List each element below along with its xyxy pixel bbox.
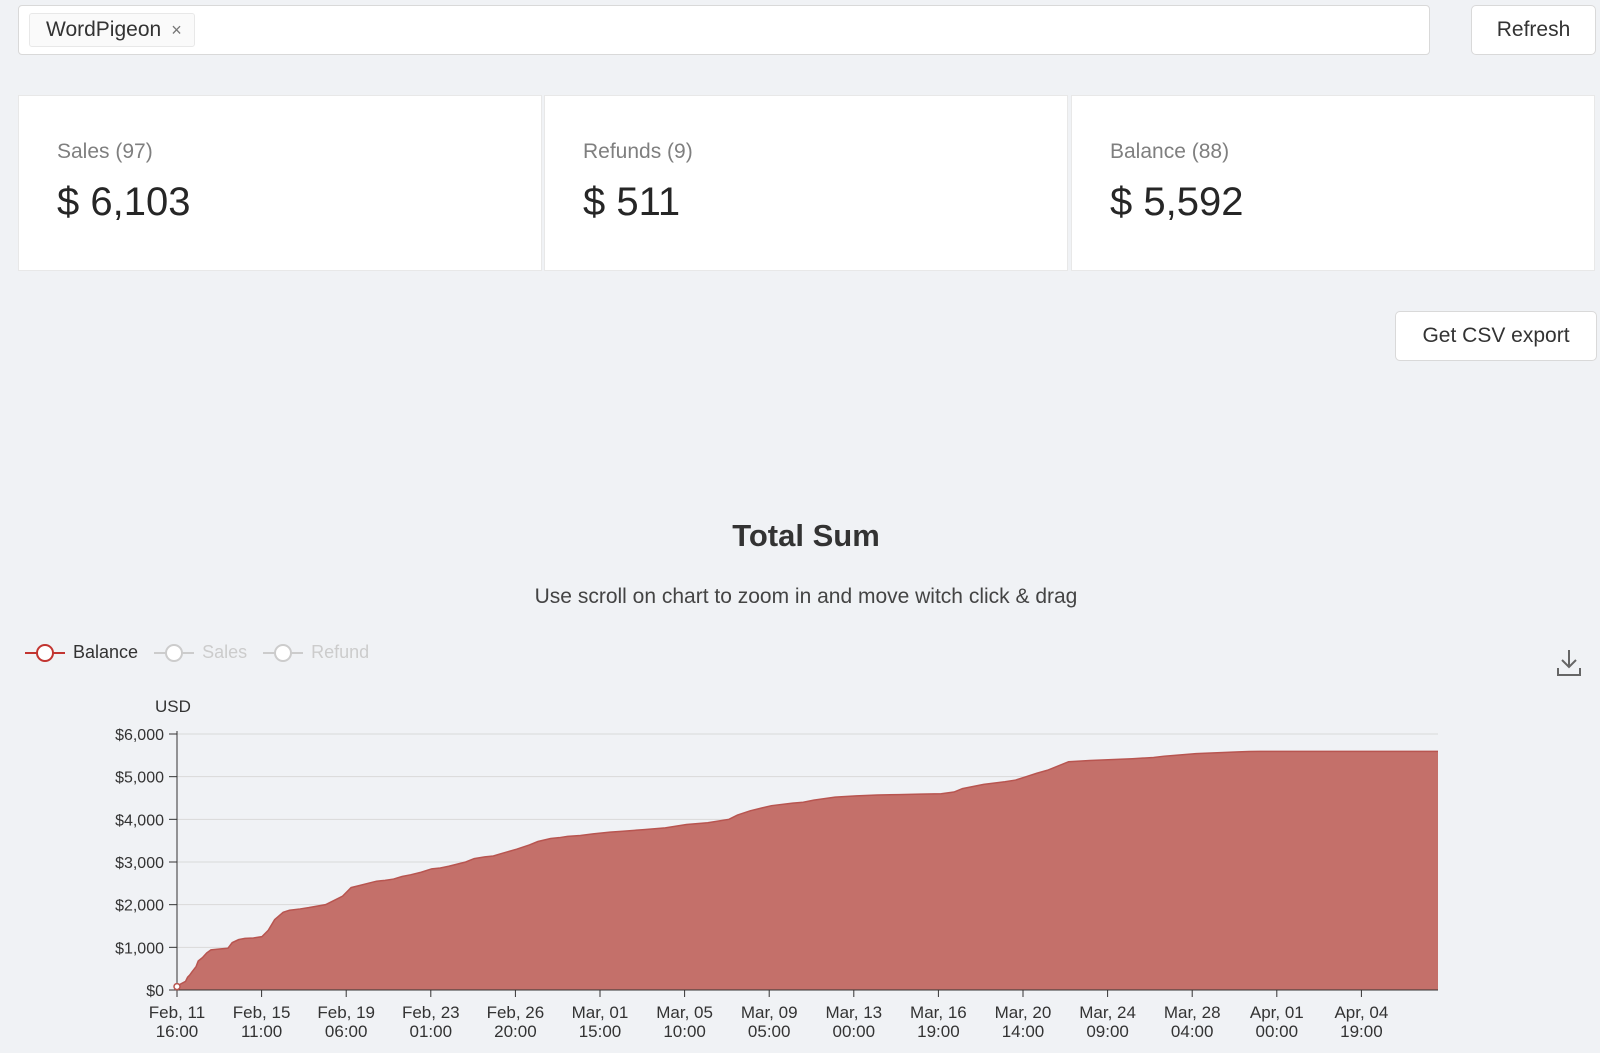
legend-marker-balance bbox=[25, 643, 65, 662]
x-tick-label: 14:00 bbox=[1002, 1022, 1045, 1041]
x-tick-label: Mar, 28 bbox=[1164, 1003, 1221, 1022]
close-icon[interactable]: × bbox=[171, 19, 182, 40]
filter-tag: WordPigeon × bbox=[29, 13, 195, 47]
x-tick-label: 16:00 bbox=[156, 1022, 199, 1041]
x-tick-label: 19:00 bbox=[917, 1022, 960, 1041]
legend-marker-refund bbox=[263, 643, 304, 662]
x-tick-label: Mar, 13 bbox=[825, 1003, 882, 1022]
balance-value: $ 5,592 bbox=[1110, 180, 1244, 224]
x-tick-label: Mar, 20 bbox=[995, 1003, 1052, 1022]
download-icon[interactable] bbox=[1556, 648, 1582, 678]
x-tick-label: Mar, 16 bbox=[910, 1003, 967, 1022]
legend-label-refund: Refund bbox=[311, 642, 370, 662]
x-tick-label: Apr, 04 bbox=[1334, 1003, 1388, 1022]
balance-label: Balance (88) bbox=[1110, 140, 1230, 163]
x-tick-label: 04:00 bbox=[1171, 1022, 1214, 1041]
x-tick-label: 06:00 bbox=[325, 1022, 368, 1041]
refunds-value: $ 511 bbox=[583, 180, 681, 224]
y-axis-label: USD bbox=[155, 697, 191, 716]
y-tick-label: $1,000 bbox=[115, 940, 164, 957]
y-tick-label: $6,000 bbox=[115, 727, 164, 744]
x-tick-label: Feb, 19 bbox=[317, 1003, 375, 1022]
legend-label-balance: Balance bbox=[73, 642, 139, 662]
x-tick-label: 09:00 bbox=[1086, 1022, 1129, 1041]
chart-legend: Balance Sales Refund bbox=[25, 642, 385, 663]
filter-select[interactable]: WordPigeon × bbox=[18, 5, 1430, 55]
x-tick-label: 01:00 bbox=[410, 1022, 453, 1041]
refunds-card: Refunds (9) $ 511 bbox=[544, 95, 1068, 271]
sales-label: Sales (97) bbox=[57, 140, 153, 163]
x-tick-label: Feb, 15 bbox=[233, 1003, 291, 1022]
x-tick-label: Feb, 11 bbox=[149, 1003, 205, 1022]
legend-label-sales: Sales bbox=[202, 642, 248, 662]
refunds-label: Refunds (9) bbox=[583, 140, 693, 163]
x-tick-label: 20:00 bbox=[494, 1022, 537, 1041]
y-tick-label: $5,000 bbox=[115, 770, 164, 787]
x-tick-label: 00:00 bbox=[1256, 1022, 1299, 1041]
x-tick-label: Apr, 01 bbox=[1250, 1003, 1304, 1022]
chart-subtitle: Use scroll on chart to zoom in and move … bbox=[534, 585, 1078, 608]
filter-tag-label: WordPigeon bbox=[46, 18, 162, 41]
x-tick-label: Mar, 24 bbox=[1079, 1003, 1136, 1022]
series-point-start bbox=[173, 982, 181, 991]
x-tick-label: 11:00 bbox=[241, 1022, 282, 1041]
x-tick-label: 19:00 bbox=[1340, 1022, 1383, 1041]
x-tick-label: 15:00 bbox=[579, 1022, 622, 1041]
chart-title: Total Sum bbox=[732, 518, 880, 553]
sales-card: Sales (97) $ 6,103 bbox=[18, 95, 542, 271]
legend-item-sales[interactable]: Sales bbox=[154, 642, 247, 663]
csv-export-button[interactable]: Get CSV export bbox=[1395, 311, 1597, 361]
series-line-balance bbox=[176, 750, 1438, 988]
x-tick-label: Feb, 26 bbox=[487, 1003, 545, 1022]
y-tick-label: $4,000 bbox=[115, 812, 164, 829]
y-tick-label: $3,000 bbox=[115, 855, 164, 872]
legend-marker-sales bbox=[154, 643, 195, 662]
x-tick-label: Feb, 23 bbox=[402, 1003, 460, 1022]
x-tick-label: 00:00 bbox=[833, 1022, 876, 1041]
balance-card: Balance (88) $ 5,592 bbox=[1071, 95, 1595, 271]
series-area-balance bbox=[177, 751, 1438, 990]
y-tick-label: $0 bbox=[146, 983, 164, 1000]
x-tick-label: 05:00 bbox=[748, 1022, 791, 1041]
chart-plot[interactable]: $0 $1,000 $2,000 $3,000 $4,000 $5,000 $6,000 US… bbox=[0, 670, 1600, 1053]
x-tick-label: Mar, 09 bbox=[741, 1003, 798, 1022]
y-tick-label: $2,000 bbox=[115, 898, 164, 915]
refresh-button[interactable]: Refresh bbox=[1471, 5, 1596, 55]
sales-value: $ 6,103 bbox=[57, 180, 191, 224]
legend-item-refund[interactable]: Refund bbox=[263, 642, 369, 663]
legend-item-balance[interactable]: Balance bbox=[25, 642, 138, 663]
x-tick-label: Mar, 01 bbox=[572, 1003, 629, 1022]
x-tick-label: Mar, 05 bbox=[656, 1003, 713, 1022]
x-tick-label: 10:00 bbox=[663, 1022, 706, 1041]
